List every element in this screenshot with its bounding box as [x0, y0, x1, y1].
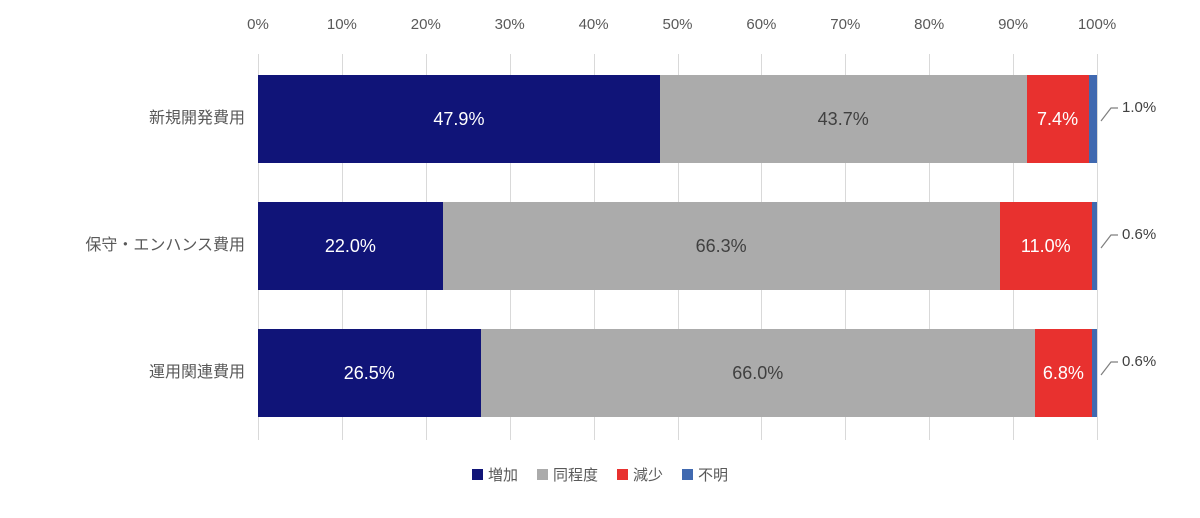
legend-swatch-icon	[536, 469, 548, 480]
category-label: 保守・エンハンス費用	[85, 237, 245, 254]
callout-value-label: 0.6%	[1122, 353, 1157, 370]
bar-row: 47.9% 43.7% 7.4% 1.0%	[258, 75, 1156, 163]
x-axis-tick-label: 80%	[914, 16, 945, 33]
legend-label: 減少	[633, 467, 664, 484]
bar-segment: 43.7%	[659, 75, 1027, 163]
callout: 1.0%	[1097, 75, 1177, 163]
segment-value-label: 66.3%	[695, 235, 747, 256]
segment-value-label: 6.8%	[1042, 362, 1084, 383]
x-axis-tick-label: 50%	[662, 16, 693, 33]
legend-label: 増加	[487, 467, 518, 484]
legend-swatch-icon	[471, 469, 483, 480]
legend-swatch-icon	[617, 469, 628, 480]
plot-area: 47.9% 43.7% 7.4% 1.0% 22.0% 66.3% 11.0% 0.6% 26.…	[258, 54, 1156, 440]
segment-value-label: 66.0%	[732, 362, 784, 383]
bar-segment: 26.5%	[258, 329, 481, 417]
legend: 増加 同程度 減少 不明	[0, 464, 1200, 485]
legend-item: 同程度	[536, 464, 598, 485]
segment-value-label: 47.9%	[433, 108, 485, 129]
bar-segment: 66.0%	[480, 329, 1035, 417]
legend-item: 不明	[682, 464, 728, 485]
x-axis: 0% 10% 20% 30% 40% 50% 60% 70% 80% 90% 100%	[247, 16, 1116, 40]
bar-segment: 47.9%	[258, 75, 660, 163]
bar-segment: 11.0%	[999, 202, 1092, 290]
bar-row: 26.5% 66.0% 6.8% 0.6%	[258, 329, 1156, 417]
leader-line	[1100, 361, 1118, 376]
bar-segment	[1091, 329, 1097, 417]
x-axis-tick-label: 30%	[494, 16, 525, 33]
x-axis-tick-label: 100%	[1077, 16, 1117, 33]
callout: 0.6%	[1097, 202, 1177, 290]
legend-label: 同程度	[552, 467, 598, 484]
bar-row: 22.0% 66.3% 11.0% 0.6%	[258, 202, 1156, 290]
x-axis-tick-label: 10%	[326, 16, 357, 33]
segment-value-label: 43.7%	[817, 108, 869, 129]
legend-label: 不明	[698, 467, 729, 484]
bar-segment	[1091, 202, 1097, 290]
segment-value-label: 7.4%	[1037, 108, 1079, 129]
x-axis-tick-label: 0%	[247, 16, 269, 33]
callout-value-label: 1.0%	[1122, 99, 1157, 116]
callout: 0.6%	[1097, 329, 1177, 417]
segment-value-label: 11.0%	[1020, 235, 1071, 256]
x-axis-tick-label: 60%	[746, 16, 777, 33]
bar-segment: 22.0%	[258, 202, 443, 290]
legend-item: 減少	[617, 464, 663, 485]
category-label: 新規開発費用	[148, 110, 245, 127]
x-axis-tick-label: 90%	[998, 16, 1029, 33]
leader-line	[1100, 234, 1118, 249]
legend-item: 増加	[471, 464, 518, 485]
bar-segment: 66.3%	[442, 202, 1000, 290]
callout-value-label: 0.6%	[1122, 226, 1157, 243]
bar-segment: 7.4%	[1026, 75, 1089, 163]
bar-segment	[1088, 75, 1097, 163]
x-axis-tick-label: 40%	[578, 16, 609, 33]
category-label: 運用関連費用	[148, 364, 245, 381]
leader-line	[1100, 107, 1118, 122]
x-axis-tick-label: 70%	[830, 16, 861, 33]
legend-swatch-icon	[682, 469, 694, 480]
x-axis-tick-label: 20%	[410, 16, 441, 33]
gridline	[1097, 54, 1098, 440]
bar-segment: 6.8%	[1034, 329, 1092, 417]
segment-value-label: 22.0%	[324, 235, 376, 256]
segment-value-label: 26.5%	[343, 362, 395, 383]
